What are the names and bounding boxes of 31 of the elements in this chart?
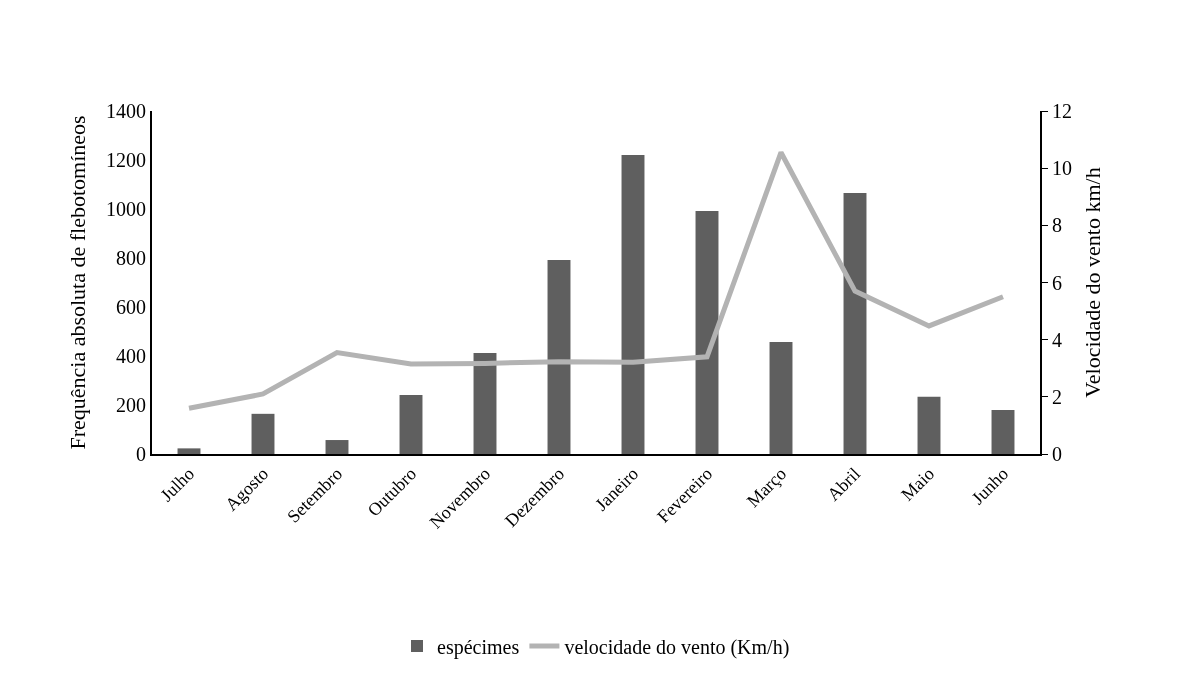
y2-axis-title: Velocidade do vento km/h [1080,167,1106,398]
legend-label: espécimes [437,635,520,659]
bar [325,440,349,454]
bar [399,394,423,454]
y-axis-title: Frequência absoluta de flebotomíneos [65,115,91,450]
y-tick-label: 800 [116,247,146,269]
y2-tick-label: 0 [1052,443,1062,465]
bar [843,193,867,454]
y2-tick-label: 12 [1052,100,1072,122]
bar [473,353,497,454]
y-tick-label: 400 [116,345,146,367]
bar [695,210,719,454]
bar [917,396,941,454]
y2-tick-label: 10 [1052,157,1072,180]
y-tick-label: 600 [116,296,146,318]
y-tick-label: 1200 [106,149,146,171]
bar [547,259,571,454]
y-tick-label: 1400 [106,100,146,122]
bar [769,342,793,454]
y2-tick-label: 4 [1052,328,1062,351]
bar [991,409,1015,454]
y2-tick-label: 2 [1052,385,1062,408]
y2-tick-label: 6 [1052,271,1062,294]
y-tick-label: 1000 [106,198,146,220]
bar [177,448,201,454]
y-tick-label: 0 [136,443,146,465]
y-tick-label: 200 [116,394,146,416]
bar [621,155,645,454]
legend-label: velocidade do vento (Km/h) [564,635,790,659]
y2-tick-label: 8 [1052,214,1062,237]
bar [251,413,275,454]
